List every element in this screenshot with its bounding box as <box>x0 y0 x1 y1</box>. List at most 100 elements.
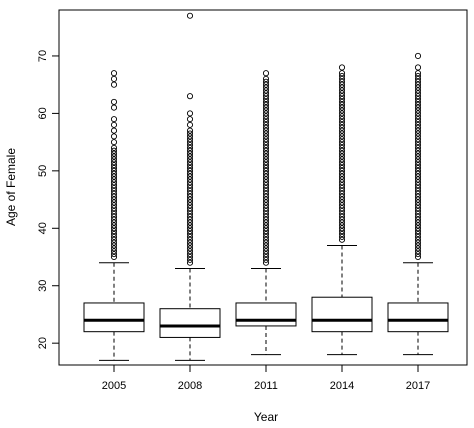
outlier-point <box>414 164 422 172</box>
outlier-point <box>110 173 118 180</box>
outlier-point <box>414 110 422 117</box>
outlier-point <box>262 173 270 180</box>
outlier-point <box>262 139 270 146</box>
outlier-point <box>414 187 422 194</box>
box-2014 <box>311 64 373 356</box>
outlier-point <box>414 81 422 88</box>
outlier-point <box>338 182 346 189</box>
outlier-point <box>262 118 270 126</box>
outlier-point <box>262 253 270 261</box>
outlier-point <box>338 93 346 100</box>
outlier-point <box>110 239 118 246</box>
outlier-point <box>110 98 118 105</box>
outlier-point <box>186 248 194 255</box>
outlier-point <box>414 98 422 105</box>
y-tick-label: 30 <box>37 280 49 292</box>
outlier-point <box>338 167 346 174</box>
outlier-point <box>414 84 422 91</box>
outlier-point <box>262 110 270 117</box>
outlier-point <box>186 130 194 137</box>
outlier-point <box>262 210 270 217</box>
outlier-point <box>414 222 422 229</box>
outlier-point <box>110 190 118 197</box>
outlier-point <box>338 190 346 197</box>
outlier-point <box>262 113 270 120</box>
outlier-point <box>338 87 346 94</box>
outlier-point <box>262 213 270 220</box>
outlier-point <box>186 256 194 263</box>
outlier-point <box>338 78 346 85</box>
outlier-point <box>262 182 270 189</box>
outlier-point <box>186 116 194 123</box>
outlier-point <box>262 236 270 243</box>
outlier-point <box>338 156 346 163</box>
outlier-point <box>414 225 422 232</box>
outlier-point <box>262 84 270 91</box>
outlier-point <box>262 75 270 82</box>
outlier-point <box>338 193 346 200</box>
outlier-point <box>414 130 422 137</box>
outlier-point <box>414 196 422 203</box>
outlier-point <box>110 156 118 163</box>
outlier-point <box>338 81 346 88</box>
outlier-point <box>110 233 118 240</box>
outlier-point <box>186 182 194 189</box>
outlier-point <box>186 187 194 194</box>
y-tick-label: 40 <box>37 222 49 234</box>
outlier-point <box>262 95 270 103</box>
outlier-point <box>262 199 270 206</box>
outlier-point <box>262 78 270 85</box>
outlier-point <box>262 205 270 212</box>
outlier-point <box>414 176 422 183</box>
outlier-point <box>338 101 346 108</box>
outlier-point <box>338 196 346 203</box>
outlier-point <box>338 104 346 111</box>
iqr-box <box>311 296 373 333</box>
outlier-point <box>186 230 194 238</box>
outlier-point <box>186 173 194 180</box>
outlier-point <box>338 153 346 160</box>
x-tick-label: 2014 <box>330 380 354 392</box>
outlier-point <box>414 90 422 97</box>
outlier-point <box>110 242 118 249</box>
outlier-point <box>414 228 422 235</box>
outlier-point <box>262 190 270 197</box>
outlier-point <box>338 110 346 117</box>
outlier-point <box>414 144 422 151</box>
outlier-point <box>414 199 422 206</box>
outlier-point <box>414 141 422 149</box>
outlier-point <box>262 130 270 137</box>
outlier-point <box>186 199 194 206</box>
outlier-point <box>262 70 270 77</box>
outlier-point <box>414 124 422 131</box>
outlier-point <box>110 219 118 226</box>
outlier-point <box>186 196 194 203</box>
outlier-point <box>414 239 422 246</box>
outlier-point <box>262 185 270 192</box>
outlier-point <box>186 205 194 212</box>
outlier-point <box>186 213 194 220</box>
outlier-point <box>338 147 346 154</box>
outlier-point <box>338 144 346 151</box>
outlier-point <box>414 73 422 80</box>
outlier-point <box>338 162 346 169</box>
box-2011 <box>235 70 297 356</box>
outlier-point <box>414 64 422 71</box>
outlier-point <box>262 193 270 200</box>
outlier-point <box>186 141 194 149</box>
outlier-point <box>338 185 346 192</box>
outlier-point <box>262 225 270 232</box>
outlier-point <box>338 116 346 123</box>
outlier-point <box>338 208 346 215</box>
outlier-point <box>110 230 118 238</box>
outlier-point <box>186 144 194 151</box>
outlier-point <box>262 136 270 143</box>
outlier-point <box>262 251 270 258</box>
outlier-point <box>110 202 118 209</box>
box-2008 <box>159 12 221 361</box>
outlier-point <box>186 233 194 240</box>
outlier-point <box>262 179 270 186</box>
outlier-point <box>338 95 346 103</box>
outlier-point <box>414 52 422 60</box>
